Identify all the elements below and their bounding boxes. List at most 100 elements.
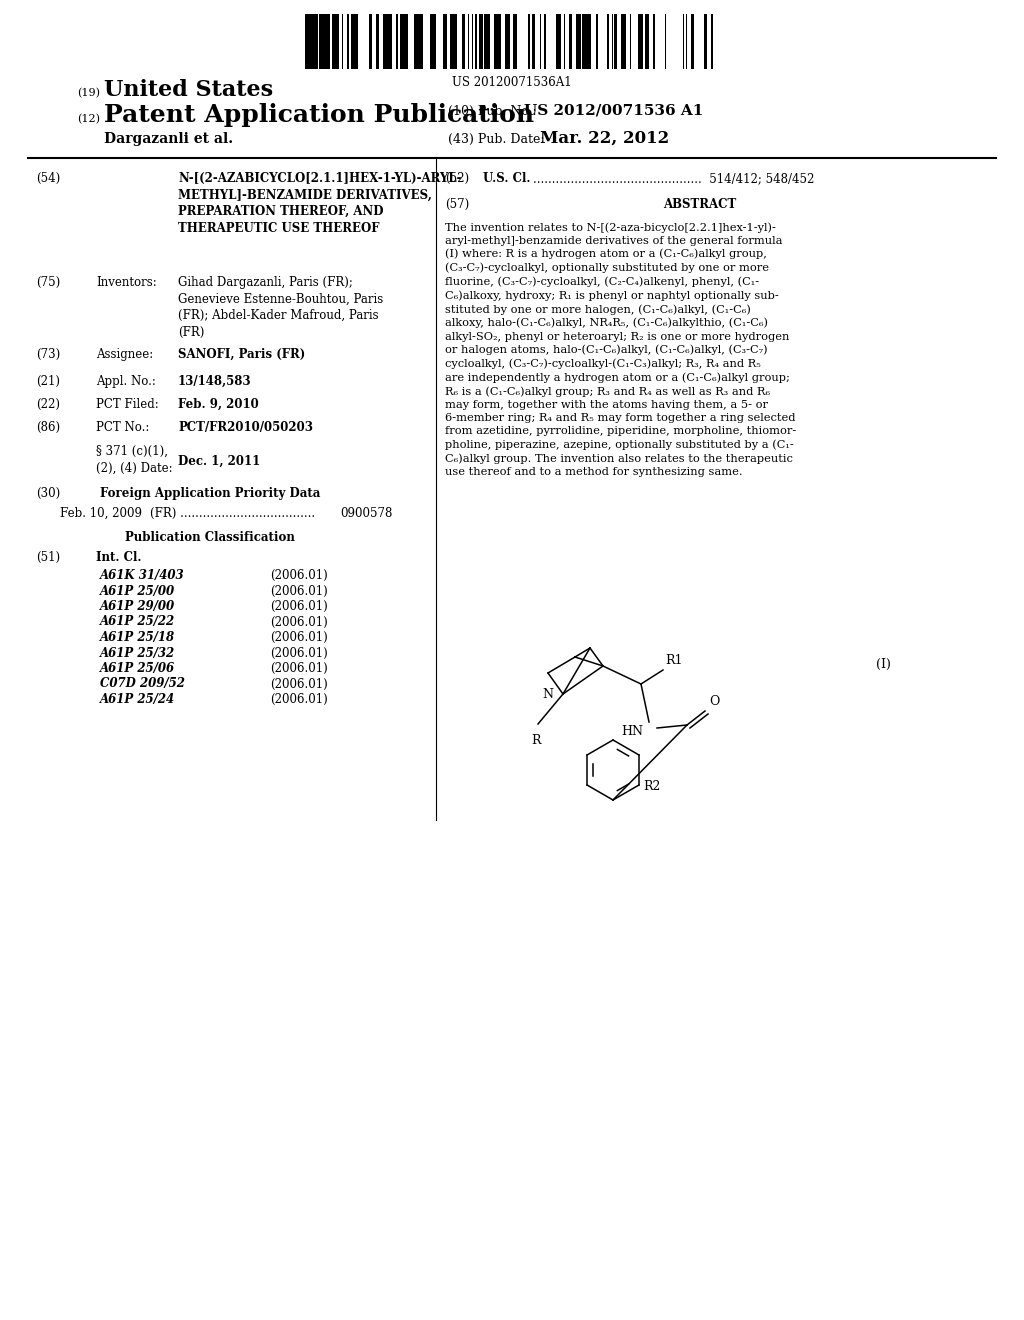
Text: Dargazanli et al.: Dargazanli et al. (104, 132, 233, 147)
Bar (369, 15, 372, 69)
Bar (587, 15, 591, 69)
Bar (583, 15, 585, 69)
Text: (2006.01): (2006.01) (270, 615, 328, 628)
Text: (2006.01): (2006.01) (270, 631, 328, 644)
Bar (328, 15, 330, 69)
Text: PCT No.:: PCT No.: (96, 421, 150, 434)
Bar (653, 15, 655, 69)
Bar (638, 15, 643, 69)
Bar (431, 15, 434, 69)
Text: PCT/FR2010/050203: PCT/FR2010/050203 (178, 421, 313, 434)
Bar (558, 15, 560, 69)
Text: (19): (19) (77, 87, 100, 98)
Bar (578, 15, 581, 69)
Text: Int. Cl.: Int. Cl. (96, 550, 141, 564)
Bar (444, 15, 447, 69)
Bar (513, 15, 517, 69)
Text: United States: United States (104, 79, 273, 102)
Text: U.S. Cl.: U.S. Cl. (483, 172, 530, 185)
Bar (607, 15, 609, 69)
Bar (305, 15, 307, 69)
Text: (2006.01): (2006.01) (270, 585, 328, 598)
Text: Feb. 10, 2009: Feb. 10, 2009 (60, 507, 142, 520)
Bar (705, 15, 707, 69)
Bar (387, 15, 392, 69)
Text: US 20120071536A1: US 20120071536A1 (453, 77, 571, 88)
Bar (569, 15, 572, 69)
Bar (505, 15, 510, 69)
Bar (496, 15, 499, 69)
Text: (2006.01): (2006.01) (270, 677, 328, 690)
Text: (57): (57) (445, 198, 469, 211)
Bar (499, 15, 501, 69)
Bar (479, 15, 483, 69)
Bar (455, 15, 457, 69)
Text: 13/148,583: 13/148,583 (178, 375, 252, 388)
Bar (494, 15, 496, 69)
Text: A61P 25/18: A61P 25/18 (100, 631, 175, 644)
Text: § 371 (c)(1),
(2), (4) Date:: § 371 (c)(1), (2), (4) Date: (96, 445, 173, 474)
Bar (596, 15, 598, 69)
Text: C07D 209/52: C07D 209/52 (100, 677, 185, 690)
Text: A61P 25/06: A61P 25/06 (100, 663, 175, 675)
Text: (21): (21) (36, 375, 60, 388)
Text: N: N (542, 688, 553, 701)
Text: (75): (75) (36, 276, 60, 289)
Text: (10) Pub. No.:: (10) Pub. No.: (449, 106, 537, 117)
Bar (332, 15, 334, 69)
Bar (315, 15, 318, 69)
Bar (485, 15, 489, 69)
Bar (403, 15, 407, 69)
Text: A61K 31/403: A61K 31/403 (100, 569, 184, 582)
Text: (12): (12) (77, 114, 100, 124)
Text: (52): (52) (445, 172, 469, 185)
Text: Publication Classification: Publication Classification (125, 531, 295, 544)
Text: ABSTRACT: ABSTRACT (664, 198, 736, 211)
Text: Patent Application Publication: Patent Application Publication (104, 103, 535, 127)
Bar (334, 15, 339, 69)
Text: (I): (I) (876, 657, 891, 671)
Text: Appl. No.:: Appl. No.: (96, 375, 156, 388)
Text: (73): (73) (36, 348, 60, 360)
Text: (86): (86) (36, 421, 60, 434)
Text: (2006.01): (2006.01) (270, 663, 328, 675)
Bar (621, 15, 624, 69)
Bar (711, 15, 713, 69)
Text: A61P 29/00: A61P 29/00 (100, 601, 175, 612)
Bar (624, 15, 626, 69)
Bar (401, 15, 403, 69)
Bar (396, 15, 398, 69)
Text: (2006.01): (2006.01) (270, 601, 328, 612)
Bar (614, 15, 617, 69)
Text: A61P 25/00: A61P 25/00 (100, 585, 175, 598)
Text: Gihad Dargazanli, Paris (FR);
Genevieve Estenne-Bouhtou, Paris
(FR); Abdel-Kader: Gihad Dargazanli, Paris (FR); Genevieve … (178, 276, 383, 338)
Text: Inventors:: Inventors: (96, 276, 157, 289)
Text: .............................................  514/412; 548/452: ........................................… (534, 172, 814, 185)
Bar (323, 15, 328, 69)
Bar (434, 15, 436, 69)
Bar (544, 15, 546, 69)
Bar (417, 15, 421, 69)
Text: Assignee:: Assignee: (96, 348, 154, 360)
Text: (2006.01): (2006.01) (270, 693, 328, 706)
Text: R2: R2 (643, 780, 660, 793)
Bar (347, 15, 349, 69)
Text: (2006.01): (2006.01) (270, 569, 328, 582)
Bar (450, 15, 454, 69)
Text: HN: HN (621, 725, 643, 738)
Bar (532, 15, 535, 69)
Text: A61P 25/24: A61P 25/24 (100, 693, 175, 706)
Text: (2006.01): (2006.01) (270, 647, 328, 660)
Text: (51): (51) (36, 550, 60, 564)
Bar (355, 15, 358, 69)
Text: (FR) ....................................: (FR) ...................................… (150, 507, 315, 520)
Text: R1: R1 (665, 653, 683, 667)
Bar (351, 15, 355, 69)
Bar (384, 15, 387, 69)
Text: Dec. 1, 2011: Dec. 1, 2011 (178, 455, 260, 469)
Bar (575, 15, 578, 69)
Bar (462, 15, 465, 69)
Text: R: R (531, 734, 541, 747)
Text: A61P 25/32: A61P 25/32 (100, 647, 175, 660)
Text: (43) Pub. Date:: (43) Pub. Date: (449, 133, 545, 147)
